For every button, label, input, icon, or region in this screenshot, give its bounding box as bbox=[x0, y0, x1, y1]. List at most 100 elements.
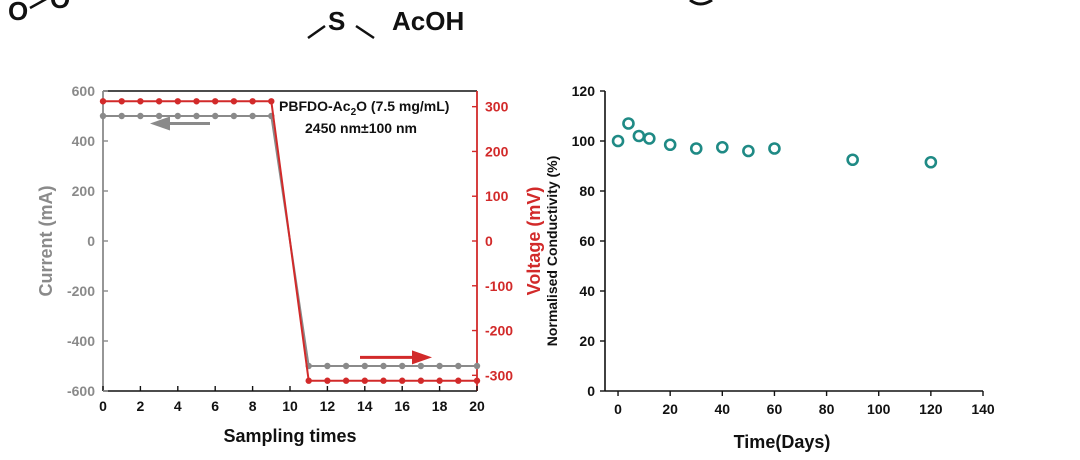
voltage-series-point bbox=[455, 377, 462, 384]
current-y-tick-label: -400 bbox=[67, 333, 95, 349]
cond-x-tick-label: 60 bbox=[767, 401, 783, 417]
current-series-point bbox=[155, 112, 163, 120]
voltage-series-point bbox=[193, 98, 200, 105]
voltage-series-point bbox=[305, 377, 312, 384]
conductivity-point bbox=[742, 144, 755, 158]
cond-y-tick-label: 120 bbox=[572, 83, 596, 99]
voltage-series-point bbox=[436, 377, 443, 384]
cond-x-tick-label: 80 bbox=[819, 401, 835, 417]
voltage-y-tick-label: 300 bbox=[485, 99, 509, 115]
left-x-tick-label: 20 bbox=[469, 398, 485, 414]
voltage-series-point bbox=[417, 377, 425, 384]
chem-oxygen-2: O bbox=[50, 0, 70, 14]
current-series-point bbox=[436, 362, 443, 370]
voltage-y-tick-label: 0 bbox=[485, 233, 493, 249]
cond-y-tick-label: 60 bbox=[579, 233, 595, 249]
voltage-y-tick-label: 100 bbox=[485, 188, 509, 204]
sample-subscript: 2 bbox=[351, 107, 357, 118]
cond-y-tick-label: 80 bbox=[579, 183, 595, 199]
voltage-axis-label: Voltage (mV) bbox=[524, 187, 544, 296]
current-y-tick-label: 400 bbox=[72, 133, 96, 149]
left-x-tick-label: 4 bbox=[174, 398, 182, 414]
voltage-series-point bbox=[230, 98, 238, 105]
current-series-point bbox=[380, 362, 387, 370]
left-x-tick-label: 8 bbox=[249, 398, 257, 414]
voltage-y-tick-label: 200 bbox=[485, 143, 509, 159]
voltage-series-point bbox=[99, 98, 107, 105]
current-series-point bbox=[137, 112, 144, 120]
current-y-tick-label: -600 bbox=[67, 383, 95, 399]
voltage-series-point bbox=[137, 98, 144, 105]
cond-x-tick-label: 40 bbox=[715, 401, 731, 417]
cond-x-tick-label: 140 bbox=[971, 401, 995, 417]
cond-x-tick-label: 120 bbox=[919, 401, 943, 417]
current-series-point bbox=[249, 112, 256, 120]
conductivity-point bbox=[632, 129, 646, 143]
chem-sulfur: S bbox=[328, 6, 345, 36]
current-series-point bbox=[118, 112, 125, 120]
left-x-tick-label: 2 bbox=[137, 398, 145, 414]
voltage-series-point bbox=[380, 377, 387, 384]
voltage-series-point bbox=[212, 98, 219, 105]
voltage-series-point bbox=[118, 98, 125, 105]
current-series-point bbox=[230, 112, 238, 120]
conductivity-chart: 0 20 40 60 80 100 120 140 0 20 40 60 80 100 120 Time(Da… bbox=[544, 83, 995, 452]
cond-y-tick-label: 20 bbox=[579, 333, 595, 349]
sample-name: PBFDO-Ac bbox=[279, 98, 351, 114]
current-y-tick-label: 200 bbox=[72, 183, 96, 199]
conductivity-point bbox=[924, 155, 938, 169]
current-y-tick-label: 600 bbox=[72, 83, 96, 99]
cond-x-tick-label: 0 bbox=[614, 401, 622, 417]
voltage-y-tick-label: -200 bbox=[485, 323, 513, 339]
current-series-point bbox=[99, 112, 107, 120]
conductivity-point bbox=[716, 140, 729, 154]
conductivity-point bbox=[663, 138, 677, 152]
chem-fragment-arc bbox=[689, 0, 713, 6]
chem-bond-3 bbox=[355, 24, 375, 40]
voltage-series-point bbox=[361, 377, 368, 384]
sample-thickness: 2450 nm±100 nm bbox=[305, 120, 417, 136]
left-x-tick-label: 16 bbox=[394, 398, 410, 414]
current-series-point bbox=[342, 362, 350, 370]
left-x-tick-label: 6 bbox=[211, 398, 219, 414]
voltage-series-point bbox=[473, 377, 481, 384]
sample-concentration: O (7.5 mg/mL) bbox=[356, 98, 449, 114]
voltage-series-point bbox=[399, 377, 406, 384]
cond-y-tick-label: 0 bbox=[587, 383, 595, 399]
left-x-tick-label: 0 bbox=[99, 398, 107, 414]
voltage-y-tick-label: -100 bbox=[485, 278, 513, 294]
current-series-point bbox=[417, 362, 425, 370]
conductivity-point bbox=[643, 132, 656, 145]
voltage-series-point bbox=[342, 377, 350, 384]
voltage-series-point bbox=[249, 98, 256, 105]
sample-annotation: PBFDO-Ac2O (7.5 mg/mL) bbox=[279, 98, 449, 118]
left-x-tick-label: 10 bbox=[282, 398, 298, 414]
current-y-tick-label: 0 bbox=[87, 233, 95, 249]
cond-x-axis-label: Time(Days) bbox=[734, 432, 831, 452]
current-series-point bbox=[361, 362, 368, 370]
conductivity-point bbox=[689, 142, 703, 155]
conductivity-point bbox=[622, 117, 635, 130]
voltage-series-point bbox=[174, 98, 181, 105]
cond-x-tick-label: 20 bbox=[662, 401, 678, 417]
current-series-point bbox=[473, 362, 481, 370]
current-axis-label: Current (mA) bbox=[36, 185, 56, 296]
voltage-series-line bbox=[103, 100, 477, 382]
left-x-axis-label: Sampling times bbox=[223, 426, 356, 446]
current-y-tick-label: -200 bbox=[67, 283, 95, 299]
current-series-point bbox=[455, 362, 462, 370]
voltage-series-point bbox=[155, 98, 163, 105]
voltage-series-point bbox=[268, 98, 275, 105]
current-voltage-chart: 0 2 4 6 8 10 12 14 16 18 206004002000-200-400-6003… bbox=[36, 83, 544, 446]
left-x-tick-label: 14 bbox=[357, 398, 373, 414]
chem-bond-1 bbox=[29, 0, 47, 10]
conductivity-point bbox=[846, 153, 859, 167]
chem-reagent: AcOH bbox=[392, 6, 464, 36]
chem-bond-2 bbox=[307, 24, 326, 40]
current-series-point bbox=[399, 362, 406, 370]
voltage-y-tick-label: -300 bbox=[485, 367, 513, 383]
left-x-tick-label: 12 bbox=[320, 398, 336, 414]
current-series-point bbox=[324, 362, 331, 370]
cond-y-axis-label: Normalised Conductivity (%) bbox=[544, 156, 560, 347]
